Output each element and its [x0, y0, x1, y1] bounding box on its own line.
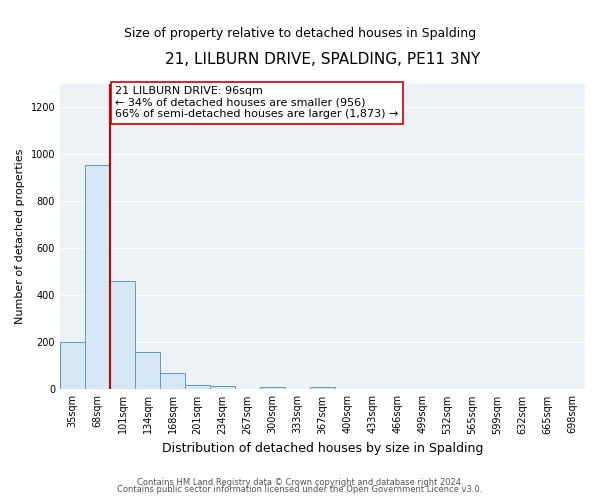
Bar	[85, 165, 110, 390]
X-axis label: Distribution of detached houses by size in Spalding: Distribution of detached houses by size …	[162, 442, 483, 455]
Bar	[210, 386, 235, 390]
Bar	[310, 387, 335, 390]
Bar	[60, 342, 85, 390]
Text: 21 LILBURN DRIVE: 96sqm
← 34% of detached houses are smaller (956)
66% of semi-d: 21 LILBURN DRIVE: 96sqm ← 34% of detache…	[115, 86, 398, 120]
Bar	[260, 387, 285, 390]
Text: Contains public sector information licensed under the Open Government Licence v3: Contains public sector information licen…	[118, 486, 482, 494]
Y-axis label: Number of detached properties: Number of detached properties	[15, 149, 25, 324]
Title: 21, LILBURN DRIVE, SPALDING, PE11 3NY: 21, LILBURN DRIVE, SPALDING, PE11 3NY	[165, 52, 480, 68]
Bar	[185, 384, 210, 390]
Bar	[110, 282, 135, 390]
Text: Contains HM Land Registry data © Crown copyright and database right 2024.: Contains HM Land Registry data © Crown c…	[137, 478, 463, 487]
Bar	[135, 352, 160, 390]
Bar	[160, 373, 185, 390]
Text: Size of property relative to detached houses in Spalding: Size of property relative to detached ho…	[124, 28, 476, 40]
